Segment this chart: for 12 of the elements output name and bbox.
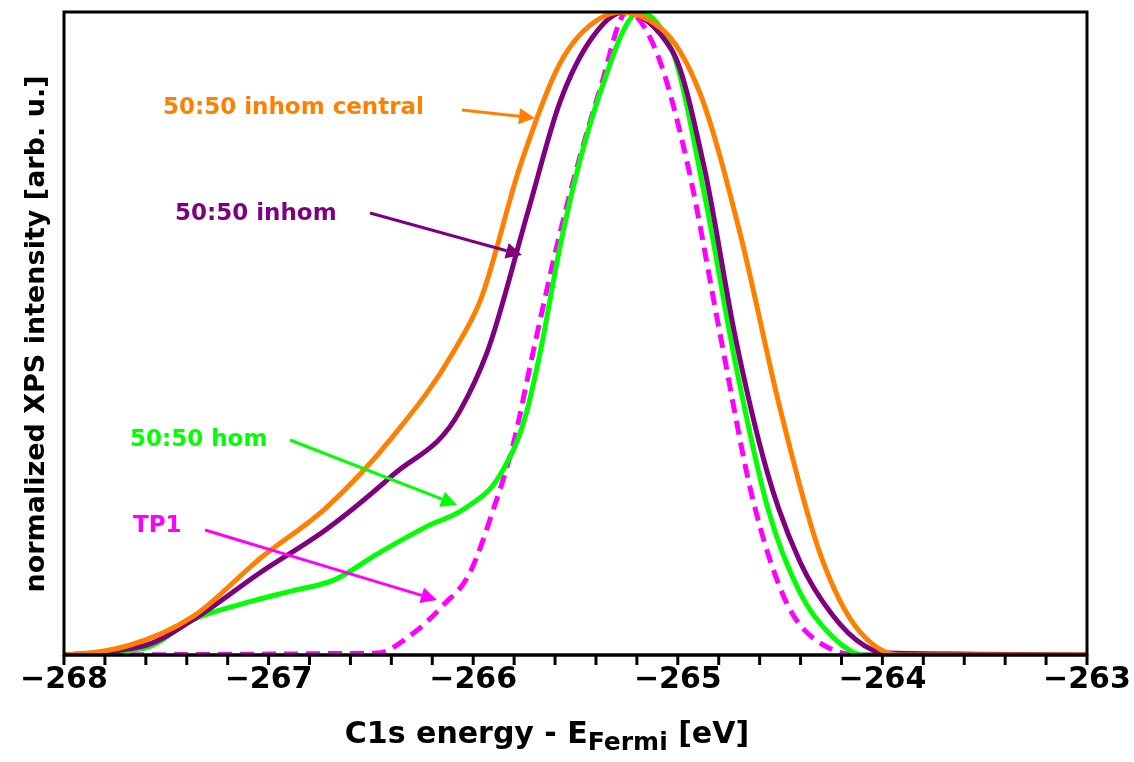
x-tick-label: −263 xyxy=(1043,660,1131,696)
x-tick-label: −268 xyxy=(20,660,108,696)
legend-label: 50:50 inhom central xyxy=(163,93,424,119)
x-tick-label: −264 xyxy=(838,660,927,696)
text: 50:50 hom xyxy=(130,425,268,451)
x-tick-label: −265 xyxy=(633,660,722,696)
text: TP1 xyxy=(133,511,182,537)
text: 50:50 inhom xyxy=(175,199,337,225)
x-tick-label: −266 xyxy=(429,660,518,696)
y-axis-title: normalized XPS intensity [arb. u.] xyxy=(18,75,50,592)
x-axis-title: C1s energy - E$_{Fermi}$ [eV] xyxy=(343,715,751,756)
x-tick-label: −267 xyxy=(224,660,313,696)
